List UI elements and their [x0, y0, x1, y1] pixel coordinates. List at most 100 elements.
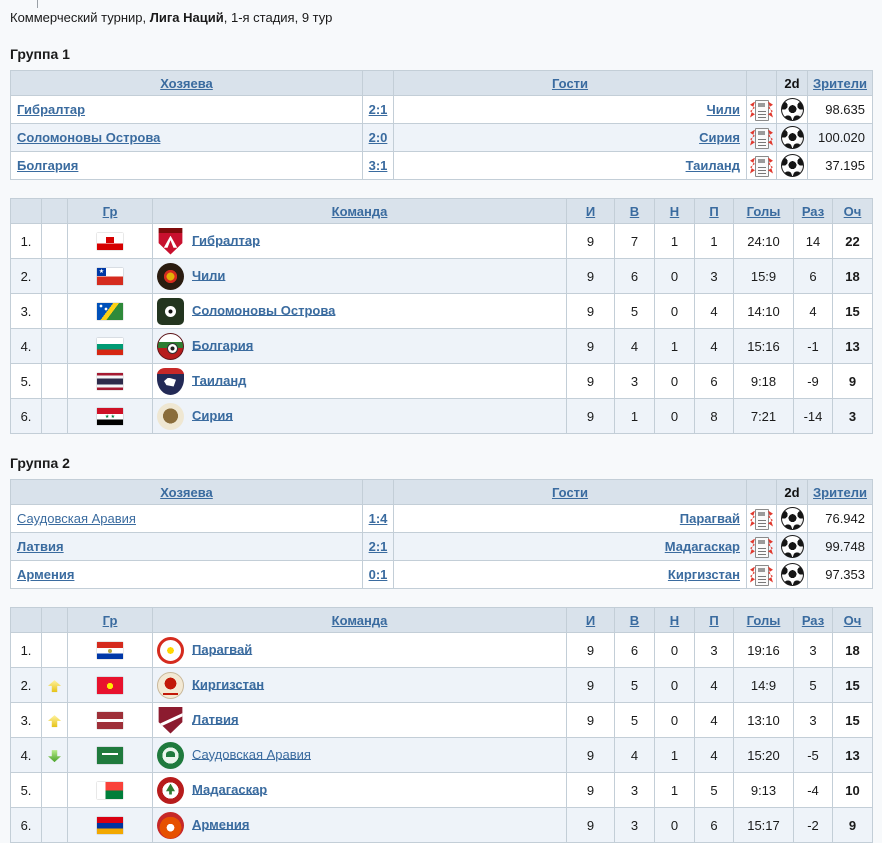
- stat-diff: -5: [793, 737, 833, 773]
- page-top-tick: [37, 0, 38, 8]
- guest-team-link[interactable]: Сирия: [699, 130, 740, 145]
- guest-team-link[interactable]: Таиланд: [685, 158, 740, 173]
- team-link[interactable]: Латвия: [192, 711, 239, 727]
- stat-wins: 6: [614, 632, 655, 668]
- standings-row: 1. Гибралтар 9 7 1 1 24:10 14 22: [10, 223, 873, 259]
- draws-sort-link[interactable]: Н: [669, 612, 680, 628]
- points-sort-link[interactable]: Оч: [843, 612, 862, 628]
- host-team-link[interactable]: Саудовская Аравия: [17, 511, 136, 526]
- stat-points: 9: [832, 363, 873, 399]
- team-link[interactable]: Парагвай: [192, 641, 253, 657]
- team-link[interactable]: Сирия: [192, 407, 233, 423]
- protocol-icon[interactable]: [751, 99, 772, 121]
- title-suffix: , 1-я стадия, 9 тур: [223, 10, 333, 25]
- score-link[interactable]: 3:1: [368, 158, 388, 173]
- guest-team-link[interactable]: Чили: [706, 102, 740, 117]
- header-cell-empty: [362, 70, 394, 96]
- spectators-value: 76.942: [807, 504, 873, 533]
- position-change-arrow-icon: [48, 411, 61, 423]
- hosts-sort-link[interactable]: Хозяева: [160, 75, 213, 91]
- ball-2d-icon[interactable]: [780, 563, 804, 586]
- stat-diff: 3: [793, 702, 833, 738]
- host-team-link[interactable]: Армения: [17, 567, 75, 582]
- protocol-icon[interactable]: [751, 508, 772, 530]
- team-link[interactable]: Армения: [192, 816, 250, 832]
- stat-games: 9: [566, 737, 615, 773]
- team-sort-link[interactable]: Команда: [331, 203, 388, 219]
- wins-header: В: [614, 607, 655, 633]
- team-link[interactable]: Саудовская Аравия: [192, 746, 311, 762]
- wins-sort-link[interactable]: В: [629, 203, 640, 219]
- stat-wins: 5: [614, 667, 655, 703]
- goals-header: Голы: [733, 198, 794, 224]
- losses-sort-link[interactable]: П: [709, 203, 719, 219]
- team-link[interactable]: Соломоновы Острова: [192, 302, 336, 318]
- guest-team-link[interactable]: Парагвай: [679, 511, 740, 526]
- ball-2d-icon[interactable]: [780, 154, 804, 177]
- games-sort-link[interactable]: И: [585, 612, 596, 628]
- protocol-icon[interactable]: [751, 536, 772, 558]
- guests-sort-link[interactable]: Гости: [551, 484, 589, 500]
- points-sort-link[interactable]: Оч: [843, 203, 862, 219]
- draws-sort-link[interactable]: Н: [669, 203, 680, 219]
- stat-draws: 1: [654, 223, 695, 259]
- team-link[interactable]: Чили: [192, 267, 226, 283]
- spectators-sort-link[interactable]: Зрители: [813, 484, 867, 500]
- ball-2d-icon[interactable]: [780, 535, 804, 558]
- protocol-icon[interactable]: [751, 155, 772, 177]
- games-sort-link[interactable]: И: [585, 203, 596, 219]
- stat-draws: 0: [654, 293, 695, 329]
- score-link[interactable]: 0:1: [368, 567, 388, 582]
- host-team-link[interactable]: Болгария: [17, 158, 79, 173]
- spectators-sort-link[interactable]: Зрители: [813, 75, 867, 91]
- diff-sort-link[interactable]: Раз: [801, 612, 825, 628]
- flag-sort-link[interactable]: Гр: [102, 203, 118, 219]
- wins-sort-link[interactable]: В: [629, 612, 640, 628]
- goals-sort-link[interactable]: Голы: [746, 612, 781, 628]
- position: 3.: [10, 702, 42, 738]
- team-link[interactable]: Киргизстан: [192, 676, 265, 692]
- stat-points: 18: [832, 632, 873, 668]
- ball-2d-icon[interactable]: [780, 126, 804, 149]
- score-link[interactable]: 2:1: [368, 102, 388, 117]
- stat-wins: 5: [614, 293, 655, 329]
- host-team-link[interactable]: Латвия: [17, 539, 64, 554]
- stat-goals: 9:13: [733, 772, 794, 808]
- header-cell-empty: [746, 70, 777, 96]
- flag-header: Гр: [67, 607, 153, 633]
- losses-sort-link[interactable]: П: [709, 612, 719, 628]
- ball-2d-icon[interactable]: [780, 98, 804, 121]
- guests-sort-link[interactable]: Гости: [551, 75, 589, 91]
- guest-team-link[interactable]: Киргизстан: [667, 567, 740, 582]
- team-sort-link[interactable]: Команда: [331, 612, 388, 628]
- stat-draws: 1: [654, 328, 695, 364]
- team-link[interactable]: Гибралтар: [192, 232, 261, 248]
- team-link[interactable]: Мадагаскар: [192, 781, 268, 797]
- losses-header: П: [694, 607, 734, 633]
- team-link[interactable]: Таиланд: [192, 372, 247, 388]
- host-team-link[interactable]: Соломоновы Острова: [17, 130, 161, 145]
- hosts-sort-link[interactable]: Хозяева: [160, 484, 213, 500]
- stat-goals: 14:9: [733, 667, 794, 703]
- country-flag: [97, 781, 123, 799]
- header-cell-empty: [10, 198, 42, 224]
- score-link[interactable]: 2:0: [368, 130, 388, 145]
- goals-sort-link[interactable]: Голы: [746, 203, 781, 219]
- stat-goals: 9:18: [733, 363, 794, 399]
- ball-2d-icon[interactable]: [780, 507, 804, 530]
- country-flag: [97, 746, 123, 764]
- stat-losses: 4: [694, 702, 734, 738]
- flag-sort-link[interactable]: Гр: [102, 612, 118, 628]
- score-link[interactable]: 2:1: [368, 539, 388, 554]
- stat-losses: 4: [694, 737, 734, 773]
- position-change-arrow-icon: [48, 341, 61, 353]
- protocol-icon[interactable]: [751, 127, 772, 149]
- team-link[interactable]: Болгария: [192, 337, 254, 353]
- diff-sort-link[interactable]: Раз: [801, 203, 825, 219]
- score-link[interactable]: 1:4: [368, 511, 388, 526]
- country-flag: [97, 232, 123, 250]
- host-team-link[interactable]: Гибралтар: [17, 102, 86, 117]
- guest-team-link[interactable]: Мадагаскар: [664, 539, 740, 554]
- stat-wins: 3: [614, 772, 655, 808]
- protocol-icon[interactable]: [751, 564, 772, 586]
